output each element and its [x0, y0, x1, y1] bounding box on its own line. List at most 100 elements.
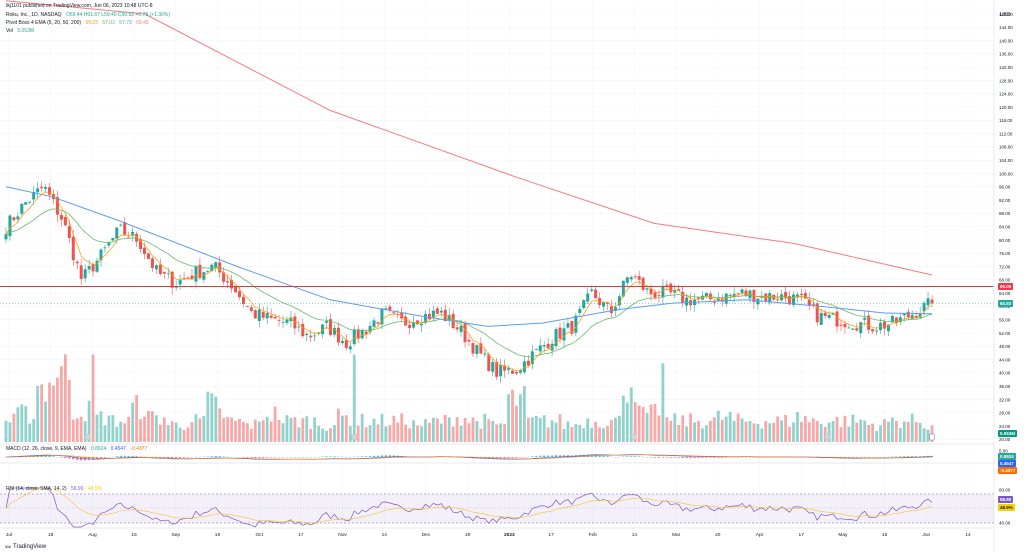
macd-hist-bar: [606, 456, 609, 457]
volume-bar: [602, 428, 605, 442]
macd-hist-bar: [918, 456, 922, 457]
volume-bar: [697, 421, 700, 442]
currency-label: USD: [1000, 12, 1011, 18]
candle-body: [661, 285, 665, 298]
candle-body: [823, 312, 827, 317]
candle-body: [427, 313, 431, 320]
ribbon-value-ema5: 59.23: [85, 20, 98, 26]
earnings-marker-icon[interactable]: [351, 433, 357, 441]
candle-body: [162, 271, 166, 274]
volume-bar: [495, 424, 499, 442]
candle-body: [12, 217, 16, 221]
candle-body: [127, 236, 131, 238]
tradingview-brand[interactable]: 🗤 TradingView: [5, 542, 46, 552]
volume-bar: [744, 421, 748, 442]
candle-body: [139, 239, 143, 250]
macd-hist-bar: [558, 455, 562, 457]
volume-bar: [839, 427, 843, 442]
volume-bar: [317, 425, 321, 442]
legend-ribbon-label[interactable]: Pivot Boss 4 EMA (5, 20, 50, 200): [6, 20, 82, 26]
time-tick: 18: [48, 532, 54, 538]
price-tick: 104.00: [999, 158, 1013, 163]
volume-bar: [894, 421, 898, 442]
candle-body: [590, 289, 594, 291]
earnings-marker-icon[interactable]: [84, 433, 91, 441]
volume-bar: [202, 415, 206, 442]
macd-hist-bar: [673, 457, 676, 458]
macd-hist-bar: [602, 455, 605, 457]
volume-bar: [930, 425, 934, 442]
volume-bar: [384, 426, 388, 442]
candle-body: [835, 311, 839, 327]
volume-bar: [558, 414, 562, 442]
time-tick: 15: [882, 532, 888, 538]
candle-body: [582, 299, 586, 309]
candle-body: [190, 275, 194, 280]
candle-body: [613, 307, 617, 311]
macd-badge: 0.8924: [998, 453, 1016, 460]
volume-bar: [515, 405, 518, 442]
candle-body: [55, 197, 59, 215]
volume-bar: [606, 425, 609, 442]
volume-bar: [230, 417, 233, 442]
macd-hist-bar: [843, 457, 847, 458]
candle-body: [230, 279, 234, 289]
volume-bar: [87, 400, 91, 442]
volume-bar: [210, 393, 214, 442]
candle-body: [368, 325, 372, 333]
volume-bar: [594, 421, 598, 442]
time-axis[interactable]: Jul 18 Aug 15 Sep 19 Oct 17 Nov 14 Dec 19 2023 17 Feb 1…: [6, 532, 971, 538]
macd-hist-bar: [911, 456, 914, 457]
volume-bar: [24, 406, 28, 442]
legend-rsi-row: RSI (14, close, SMA, 14, 2) 59.90 48.9%: [6, 486, 105, 493]
macd-hist-bar: [895, 456, 898, 457]
candle-body: [135, 233, 139, 242]
candle-body: [115, 227, 119, 239]
volume-bar: [99, 411, 103, 442]
earnings-marker-icon[interactable]: [824, 433, 831, 441]
legend-rsi-label[interactable]: RSI (14, close, SMA, 14, 2): [6, 486, 67, 492]
candle-body: [226, 281, 230, 283]
price-axis[interactable]: 148.00 144.00 140.00 136.00 132.00 128.00 124.…: [999, 12, 1013, 442]
volume-bar: [60, 366, 63, 442]
price-tick: 48.00: [999, 344, 1011, 349]
price-tick: 32.00: [999, 397, 1011, 402]
macd-hist-bar: [847, 457, 851, 458]
legend-symbol[interactable]: Roku, Inc., 1D, NASDAQ: [6, 12, 62, 18]
time-tick: 17: [298, 532, 304, 538]
macd-signal-badge: 0.4547: [998, 460, 1016, 467]
volume-bar: [83, 421, 87, 442]
volume-bar: [701, 428, 704, 442]
candle-body: [756, 298, 760, 305]
price-tick: 92.00: [999, 198, 1011, 203]
candle-body: [586, 293, 590, 302]
earnings-marker-icon[interactable]: [929, 433, 935, 441]
earnings-marker-icon[interactable]: [631, 433, 637, 441]
macd-hist-bar: [396, 455, 399, 457]
volume-bar: [578, 425, 582, 442]
candle-body: [332, 327, 336, 335]
macd-hist-bar: [630, 456, 633, 457]
candle-body: [784, 291, 788, 299]
macd-hist-bar: [495, 457, 498, 459]
candle-body: [344, 339, 348, 349]
macd-hist-bar: [360, 456, 364, 457]
legend-macd-row: MACD (12, 26, close, 9, EMA, EMA) 0.8924…: [6, 446, 150, 453]
candle-body: [214, 262, 218, 268]
volume-bar: [637, 405, 641, 442]
volume-bar: [534, 416, 538, 442]
volume-bar: [519, 394, 522, 442]
macd-hist-bar: [246, 457, 249, 458]
event-markers[interactable]: [84, 433, 935, 441]
legend-macd-label[interactable]: MACD (12, 26, close, 9, EMA, EMA): [6, 446, 87, 452]
volume-bar: [321, 428, 324, 442]
macd-hist-bar: [87, 457, 91, 461]
candle-body: [16, 216, 20, 220]
volume-bar: [364, 427, 368, 442]
candle-body: [914, 315, 918, 319]
legend-volume-label[interactable]: Vol: [6, 28, 13, 34]
macd-tick: 5.00: [999, 449, 1008, 454]
macd-hist-bar: [376, 455, 380, 457]
volume-bar: [712, 417, 716, 442]
